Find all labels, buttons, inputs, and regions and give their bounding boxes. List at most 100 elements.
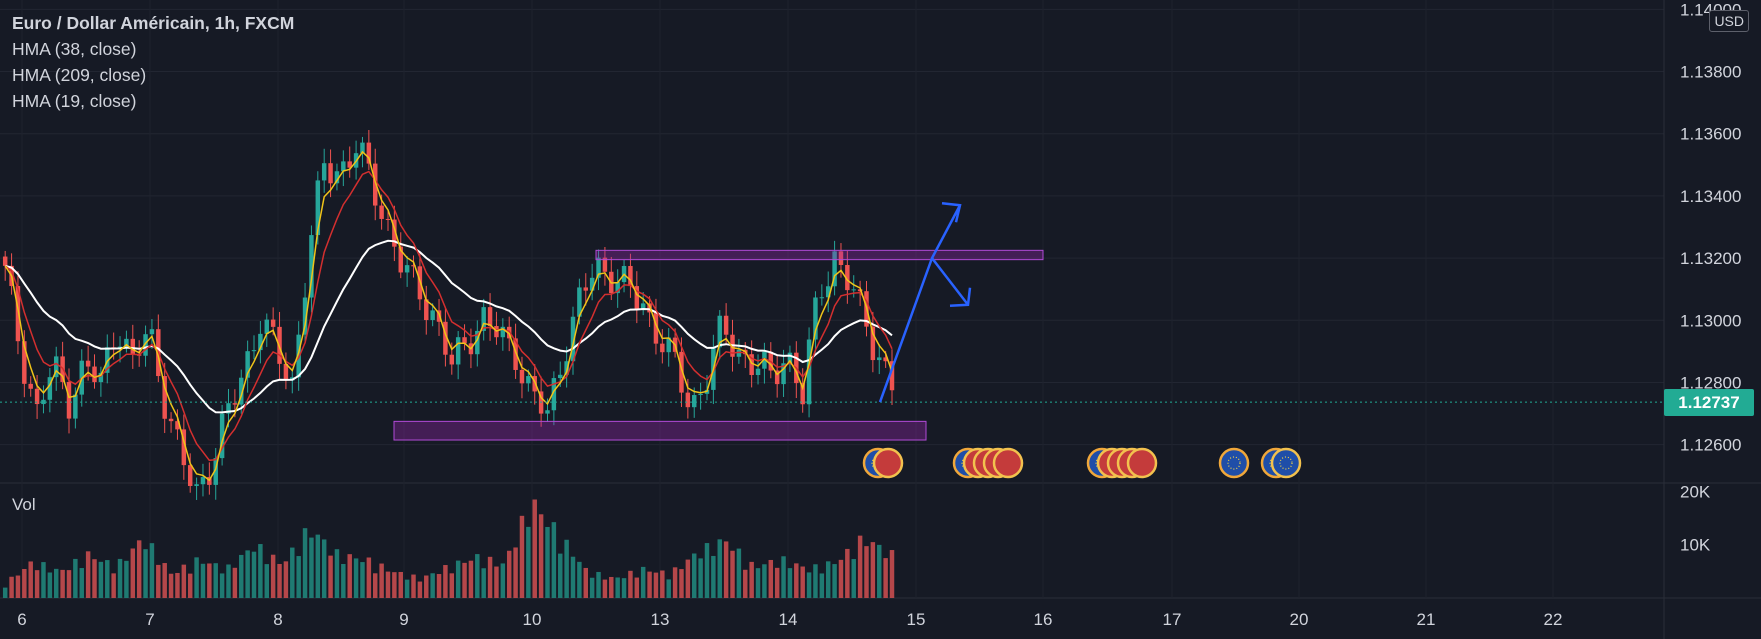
candle-body — [41, 399, 46, 405]
candle-body — [615, 282, 620, 294]
eu-stars — [1227, 456, 1241, 470]
volume-bar — [653, 572, 659, 598]
time-tick-label: 21 — [1417, 610, 1436, 629]
volume-bar — [143, 549, 148, 598]
volume-bar — [251, 551, 257, 598]
candle-body — [264, 319, 270, 334]
candle-body — [398, 246, 403, 273]
volume-bar — [156, 564, 161, 598]
volume-bar — [704, 543, 710, 598]
candle-body — [449, 354, 455, 365]
event-icon-eu — [1218, 447, 1250, 479]
candle-body — [679, 351, 684, 393]
volume-bar — [60, 569, 65, 598]
candle-body — [404, 265, 410, 273]
volume-bar — [538, 514, 544, 598]
volume-bar — [347, 554, 352, 598]
candle-body — [443, 321, 448, 355]
candle-body — [634, 286, 640, 309]
candle-body — [698, 393, 703, 396]
candle-body — [411, 265, 416, 267]
volume-bar — [239, 554, 244, 598]
volume-bar — [743, 569, 748, 598]
candle-body — [787, 352, 793, 364]
volume-bar — [698, 558, 703, 598]
volume-bar — [181, 564, 187, 598]
candle-body — [832, 251, 837, 287]
price-tick-label: 1.13800 — [1680, 63, 1741, 82]
time-tick-label: 10 — [523, 610, 542, 629]
candle-body — [321, 163, 327, 181]
time-tick-label: 16 — [1034, 610, 1053, 629]
candle-body — [175, 421, 180, 430]
candle-body — [481, 307, 486, 331]
projection-arrow-up — [878, 204, 962, 403]
candle-body — [85, 360, 91, 367]
volume-bar — [774, 567, 780, 598]
volume-bar — [219, 573, 225, 598]
candle-body — [462, 337, 467, 344]
volume-bar — [22, 568, 27, 598]
volume-bar — [124, 560, 129, 598]
volume-bar — [296, 556, 301, 598]
volume-bar — [857, 535, 863, 598]
volume-bar — [66, 570, 72, 598]
candle-body — [781, 363, 786, 385]
candle-body — [532, 376, 537, 392]
zone-support — [393, 420, 927, 441]
candle-body — [98, 372, 104, 383]
candle-body — [596, 257, 601, 278]
candle-body — [226, 403, 231, 414]
volume-bar — [449, 573, 455, 598]
candle-body — [640, 303, 646, 309]
volume-bar — [226, 564, 231, 598]
symbol-title[interactable]: Euro / Dollar Américain, 1h, FXCM — [12, 13, 295, 33]
candle-body — [360, 142, 365, 154]
volume-bar — [749, 561, 754, 598]
volume-bar — [634, 577, 640, 598]
volume-bar — [366, 557, 372, 598]
event-icon-us — [1126, 447, 1158, 479]
candle-body — [168, 418, 174, 422]
candle-body — [66, 381, 72, 419]
volume-bar — [417, 581, 423, 598]
indicator-hma-19[interactable]: HMA (19, close) — [12, 91, 137, 111]
volume-label[interactable]: Vol — [12, 495, 36, 514]
volume-bar — [111, 573, 116, 598]
candle-body — [15, 286, 21, 342]
indicator-hma-209[interactable]: HMA (209, close) — [12, 65, 147, 85]
volume-bar — [494, 566, 499, 598]
volume-bar — [640, 566, 646, 598]
candle-body — [877, 357, 882, 361]
time-tick-label: 6 — [17, 610, 26, 629]
candle-body — [124, 338, 129, 347]
volume-bar — [468, 560, 474, 598]
currency-selector[interactable]: USD — [1709, 10, 1749, 32]
candle-body — [589, 277, 595, 291]
candle-body — [149, 329, 155, 335]
candle-body — [475, 330, 480, 355]
volume-bar — [149, 543, 155, 598]
candle-body — [309, 235, 314, 298]
candle-body — [691, 395, 697, 408]
volume-bar — [309, 537, 314, 598]
indicator-hma-38[interactable]: HMA (38, close) — [12, 39, 137, 59]
candle-body — [666, 337, 671, 353]
candle-body — [813, 297, 818, 340]
volume-bar — [168, 573, 174, 598]
zone-resistance — [595, 249, 1044, 261]
volume-bar — [411, 574, 416, 598]
candle-body — [143, 334, 148, 356]
candle-body — [602, 257, 608, 272]
volume-bar — [424, 575, 429, 598]
candle-body — [577, 287, 582, 317]
volume-bar — [328, 555, 333, 598]
time-tick-label: 13 — [651, 610, 670, 629]
volume-bar — [92, 559, 97, 598]
volume-bar — [341, 563, 346, 598]
volume-bar — [455, 560, 461, 598]
candle-body — [28, 383, 33, 389]
volume-bar — [755, 568, 761, 598]
